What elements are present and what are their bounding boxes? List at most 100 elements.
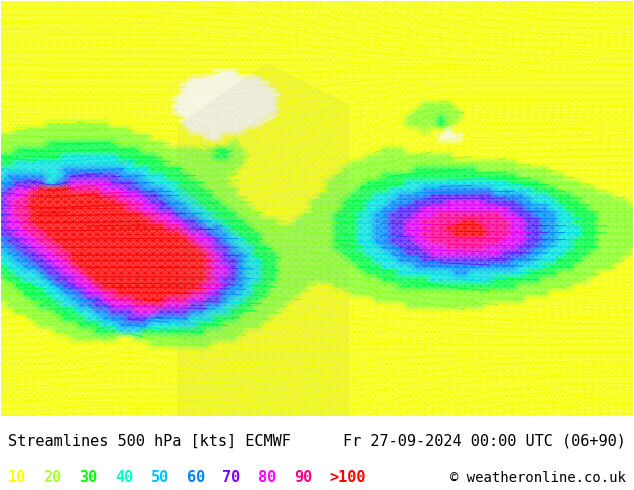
FancyArrowPatch shape	[557, 163, 560, 165]
FancyArrowPatch shape	[549, 170, 552, 172]
FancyArrowPatch shape	[598, 413, 601, 416]
FancyArrowPatch shape	[119, 121, 122, 123]
FancyArrowPatch shape	[94, 373, 96, 375]
FancyArrowPatch shape	[403, 47, 406, 50]
FancyArrowPatch shape	[314, 251, 317, 254]
FancyArrowPatch shape	[187, 16, 190, 19]
FancyArrowPatch shape	[333, 16, 337, 19]
FancyArrowPatch shape	[314, 365, 317, 368]
FancyArrowPatch shape	[120, 72, 122, 74]
FancyArrowPatch shape	[120, 93, 122, 96]
FancyArrowPatch shape	[371, 148, 374, 150]
FancyArrowPatch shape	[616, 386, 619, 389]
FancyArrowPatch shape	[538, 377, 541, 380]
FancyArrowPatch shape	[138, 224, 140, 226]
FancyArrowPatch shape	[233, 124, 236, 128]
FancyArrowPatch shape	[162, 299, 164, 302]
FancyArrowPatch shape	[515, 22, 519, 25]
FancyArrowPatch shape	[481, 217, 484, 220]
FancyArrowPatch shape	[162, 266, 165, 269]
FancyArrowPatch shape	[532, 17, 535, 19]
FancyArrowPatch shape	[310, 134, 313, 136]
FancyArrowPatch shape	[237, 59, 240, 61]
FancyArrowPatch shape	[535, 400, 538, 403]
FancyArrowPatch shape	[215, 0, 217, 3]
FancyArrowPatch shape	[18, 329, 22, 332]
FancyArrowPatch shape	[532, 99, 535, 102]
FancyArrowPatch shape	[328, 120, 332, 122]
FancyArrowPatch shape	[119, 404, 122, 407]
FancyArrowPatch shape	[446, 265, 449, 268]
FancyArrowPatch shape	[212, 129, 215, 133]
FancyArrowPatch shape	[120, 286, 122, 289]
FancyArrowPatch shape	[352, 54, 355, 57]
FancyArrowPatch shape	[359, 241, 363, 243]
FancyArrowPatch shape	[368, 274, 372, 276]
FancyArrowPatch shape	[540, 176, 543, 179]
FancyArrowPatch shape	[590, 392, 593, 395]
FancyArrowPatch shape	[318, 292, 321, 294]
FancyArrowPatch shape	[499, 27, 502, 30]
FancyArrowPatch shape	[318, 393, 321, 396]
FancyArrowPatch shape	[566, 148, 569, 151]
FancyArrowPatch shape	[249, 196, 252, 198]
Text: 70: 70	[223, 470, 240, 485]
FancyArrowPatch shape	[311, 22, 314, 24]
Text: 80: 80	[258, 470, 276, 485]
FancyArrowPatch shape	[128, 259, 131, 262]
FancyArrowPatch shape	[94, 128, 97, 130]
FancyArrowPatch shape	[318, 284, 321, 287]
FancyArrowPatch shape	[340, 408, 343, 411]
FancyArrowPatch shape	[474, 301, 477, 304]
FancyArrowPatch shape	[323, 103, 326, 106]
FancyArrowPatch shape	[94, 28, 97, 31]
Text: 20: 20	[44, 470, 61, 485]
FancyArrowPatch shape	[385, 339, 388, 341]
FancyArrowPatch shape	[291, 345, 294, 348]
FancyArrowPatch shape	[515, 231, 518, 233]
FancyArrowPatch shape	[162, 86, 164, 89]
FancyArrowPatch shape	[153, 43, 156, 46]
FancyArrowPatch shape	[116, 342, 119, 345]
FancyArrowPatch shape	[463, 163, 465, 165]
FancyArrowPatch shape	[313, 210, 316, 213]
FancyArrowPatch shape	[515, 297, 518, 300]
FancyArrowPatch shape	[406, 402, 409, 405]
FancyArrowPatch shape	[53, 155, 55, 158]
FancyArrowPatch shape	[616, 0, 619, 3]
Text: 60: 60	[186, 470, 205, 485]
FancyArrowPatch shape	[465, 105, 468, 108]
FancyArrowPatch shape	[313, 338, 316, 341]
Text: 40: 40	[115, 470, 133, 485]
FancyArrowPatch shape	[331, 383, 334, 386]
FancyArrowPatch shape	[129, 357, 133, 360]
FancyArrowPatch shape	[136, 388, 139, 391]
FancyArrowPatch shape	[301, 382, 304, 385]
FancyArrowPatch shape	[380, 121, 384, 123]
FancyArrowPatch shape	[313, 231, 316, 234]
FancyArrowPatch shape	[573, 1, 576, 4]
Text: © weatheronline.co.uk: © weatheronline.co.uk	[450, 471, 626, 485]
FancyArrowPatch shape	[292, 101, 296, 103]
FancyArrowPatch shape	[283, 34, 287, 37]
FancyArrowPatch shape	[566, 155, 569, 158]
FancyArrowPatch shape	[557, 259, 560, 261]
FancyArrowPatch shape	[549, 121, 552, 123]
FancyArrowPatch shape	[204, 323, 207, 326]
FancyArrowPatch shape	[428, 283, 430, 285]
FancyArrowPatch shape	[549, 11, 552, 14]
FancyArrowPatch shape	[53, 211, 56, 214]
FancyArrowPatch shape	[540, 245, 543, 247]
FancyArrowPatch shape	[362, 178, 365, 181]
FancyArrowPatch shape	[128, 114, 131, 117]
FancyArrowPatch shape	[154, 195, 157, 197]
FancyArrowPatch shape	[138, 407, 141, 410]
FancyArrowPatch shape	[317, 267, 320, 270]
FancyArrowPatch shape	[249, 317, 252, 319]
FancyArrowPatch shape	[27, 321, 30, 324]
FancyArrowPatch shape	[167, 356, 170, 359]
FancyArrowPatch shape	[209, 345, 212, 348]
FancyArrowPatch shape	[583, 287, 585, 290]
FancyArrowPatch shape	[476, 380, 479, 383]
FancyArrowPatch shape	[482, 33, 485, 36]
